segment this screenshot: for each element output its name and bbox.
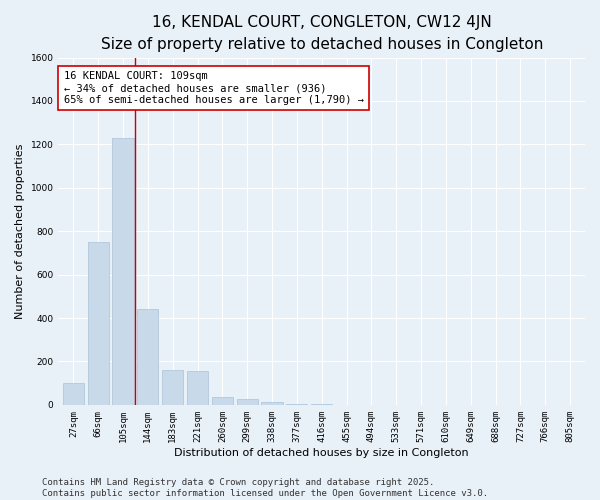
Y-axis label: Number of detached properties: Number of detached properties (15, 144, 25, 319)
Bar (63, 383, 84, 405)
Bar (112, 138, 134, 405)
Bar (137, 310, 158, 405)
Text: 16 KENDAL COURT: 109sqm
← 34% of detached houses are smaller (936)
65% of semi-d: 16 KENDAL COURT: 109sqm ← 34% of detache… (64, 72, 364, 104)
X-axis label: Distribution of detached houses by size in Congleton: Distribution of detached houses by size … (175, 448, 469, 458)
Bar (212, 397, 233, 405)
Bar (88, 242, 109, 405)
Bar (262, 402, 283, 405)
Bar (162, 370, 183, 405)
Text: Contains HM Land Registry data © Crown copyright and database right 2025.
Contai: Contains HM Land Registry data © Crown c… (42, 478, 488, 498)
Title: 16, KENDAL COURT, CONGLETON, CW12 4JN
Size of property relative to detached hous: 16, KENDAL COURT, CONGLETON, CW12 4JN Si… (101, 15, 543, 52)
Bar (311, 404, 332, 405)
Bar (236, 400, 258, 405)
Bar (187, 371, 208, 405)
Bar (286, 404, 307, 405)
